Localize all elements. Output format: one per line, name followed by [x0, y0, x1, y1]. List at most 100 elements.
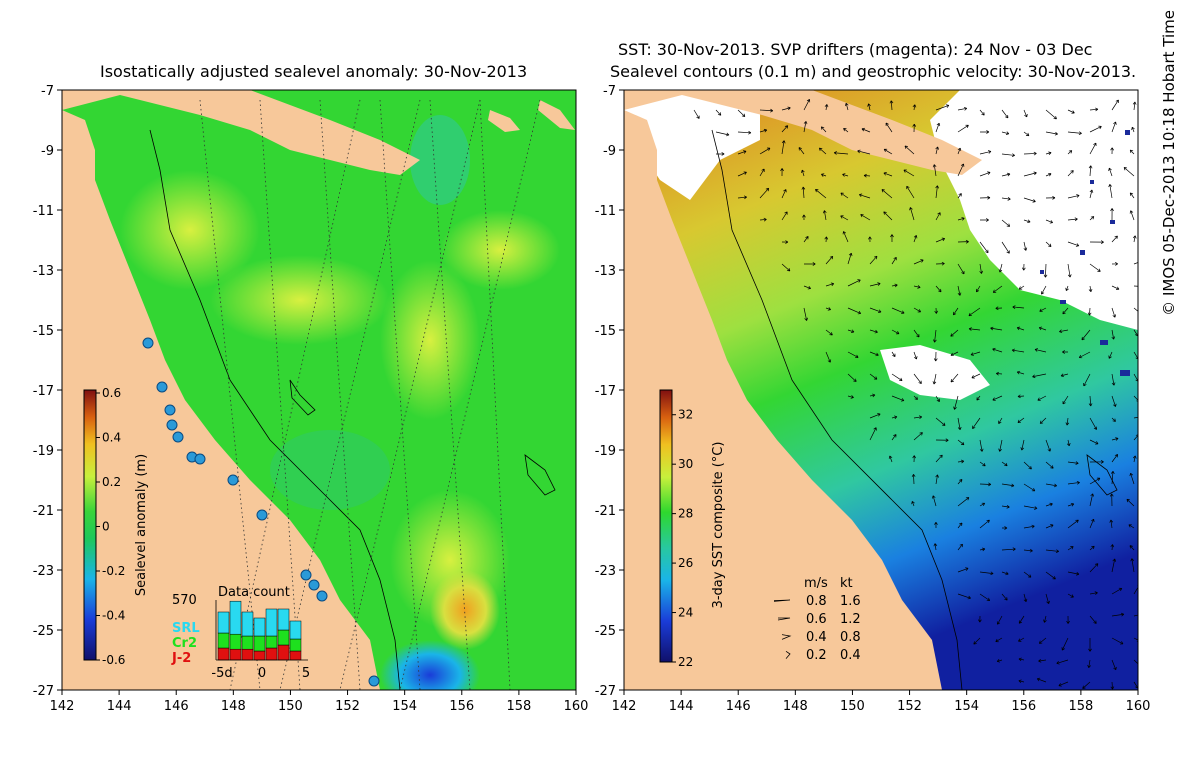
- velocity-arrow: [1001, 461, 1008, 467]
- data-count-bar-cr2: [253, 635, 266, 652]
- velocity-arrow: [824, 104, 829, 111]
- velocity-legend-ms: 0.4: [806, 630, 827, 645]
- velocity-arrow: [1110, 681, 1115, 690]
- data-count-bar-srl: [229, 600, 242, 635]
- lat-tick-label: -9: [41, 144, 54, 159]
- velocity-arrow: [1133, 659, 1138, 667]
- velocity-arrow: [840, 215, 849, 221]
- copyright-credit: © IMOS 05-Dec-2013 10:18 Hobart Time: [1160, 10, 1178, 316]
- velocity-arrow: [891, 256, 897, 265]
- yellow-anomaly: [120, 170, 260, 290]
- lon-tick-label: 156: [1011, 699, 1036, 714]
- velocity-arrow: [1111, 437, 1119, 441]
- velocity-arrow: [1001, 241, 1010, 254]
- velocity-legend-ms: 0.8: [806, 594, 827, 609]
- velocity-arrow: [979, 571, 994, 576]
- colorbar-tick-label: 28: [678, 507, 693, 521]
- velocity-arrow: [970, 351, 981, 356]
- velocity-arrow: [911, 474, 916, 485]
- tide-gauge-markers: [142, 337, 380, 687]
- velocity-arrow: [1023, 197, 1036, 203]
- velocity-arrow: [913, 395, 918, 400]
- velocity-arrow: [1082, 681, 1091, 689]
- velocity-arrow: [781, 140, 786, 155]
- lat-tick-label: -25: [33, 624, 54, 639]
- velocity-arrow: [803, 99, 811, 111]
- velocity-arrow: [759, 147, 771, 155]
- velocity-arrow: [1018, 679, 1025, 684]
- data-count-bar-cr2: [229, 633, 242, 650]
- velocity-arrow: [842, 231, 849, 243]
- sla-colorbar: [83, 389, 97, 661]
- yellow-anomaly: [210, 255, 390, 345]
- cloud-edge-speckle: [1040, 130, 1130, 376]
- velocity-arrow: [693, 109, 700, 119]
- lon-tick-label: 154: [392, 699, 417, 714]
- velocity-arrow: [890, 234, 894, 243]
- velocity-legend-ms: 0.6: [806, 612, 827, 627]
- velocity-arrow: [891, 373, 903, 382]
- velocity-arrow: [1045, 571, 1056, 580]
- velocity-arrow: [1023, 548, 1033, 553]
- data-count-bar-srl: [241, 611, 254, 637]
- velocity-arrow: [1111, 121, 1117, 133]
- velocity-arrow: [1017, 417, 1025, 424]
- velocity-arrow: [891, 351, 896, 357]
- velocity-arrow: [1062, 307, 1069, 315]
- velocity-arrow: [957, 263, 965, 275]
- velocity-arrow: [803, 262, 816, 266]
- velocity-arrow: [1020, 439, 1025, 451]
- data-count-bar-srl: [289, 620, 302, 640]
- velocity-arrow: [1108, 351, 1113, 359]
- velocity-arrow: [844, 102, 849, 111]
- velocity-arrow: [759, 128, 768, 133]
- velocity-arrow: [1032, 373, 1047, 379]
- velocity-arrow: [1067, 461, 1079, 465]
- velocity-arrow: [1108, 184, 1113, 199]
- velocity-arrow: [869, 307, 882, 313]
- lon-tick-label: 160: [564, 699, 589, 714]
- velocity-arrow: [847, 307, 862, 315]
- velocity-arrow: [957, 163, 965, 177]
- lon-tick-label: 144: [107, 699, 132, 714]
- velocity-arrow: [1089, 216, 1095, 221]
- velocity-arrow: [869, 427, 877, 441]
- velocity-arrow: [889, 100, 894, 111]
- velocity-arrow: [1083, 373, 1091, 387]
- velocity-arrow: [1129, 210, 1135, 221]
- velocity-arrow: [976, 395, 981, 401]
- velocity-arrow: [1059, 329, 1069, 334]
- velocity-arrow: [883, 172, 893, 177]
- velocity-arrow: [824, 236, 829, 243]
- velocity-arrow: [979, 461, 986, 467]
- velocity-arrow: [1023, 461, 1032, 470]
- velocity-arrow: [992, 395, 1003, 401]
- coral-reef-outline: [289, 379, 316, 416]
- cool-eddy: [270, 430, 390, 510]
- data-count-xtick: -5d: [211, 666, 232, 681]
- velocity-arrow: [935, 395, 940, 402]
- velocity-arrow: [1045, 172, 1052, 177]
- sst-colorbar-label: 3-day SST composite (°C): [711, 442, 726, 609]
- lat-tick-label: -19: [595, 444, 616, 459]
- velocity-arrow: [815, 188, 827, 199]
- velocity-arrow: [1018, 657, 1025, 662]
- velocity-arrow: [1089, 125, 1102, 133]
- velocity-arrow: [979, 593, 991, 601]
- velocity-arrow: [1108, 167, 1113, 177]
- velocity-arrow: [1089, 417, 1097, 430]
- velocity-arrow: [1087, 307, 1092, 316]
- warm-eddy: [430, 570, 500, 650]
- velocity-arrow: [891, 434, 897, 441]
- velocity-arrow: [957, 124, 969, 133]
- new-caledonia: [524, 454, 556, 496]
- data-count-xtick: 0: [258, 666, 266, 681]
- lat-tick-label: -11: [33, 204, 54, 219]
- velocity-arrow: [1111, 659, 1117, 671]
- velocity-arrow: [1039, 307, 1047, 312]
- lon-tick-label: 152: [897, 699, 922, 714]
- data-count-bar-j2: [241, 648, 254, 661]
- lat-tick-label: -13: [33, 264, 54, 279]
- velocity-arrow: [1056, 659, 1069, 665]
